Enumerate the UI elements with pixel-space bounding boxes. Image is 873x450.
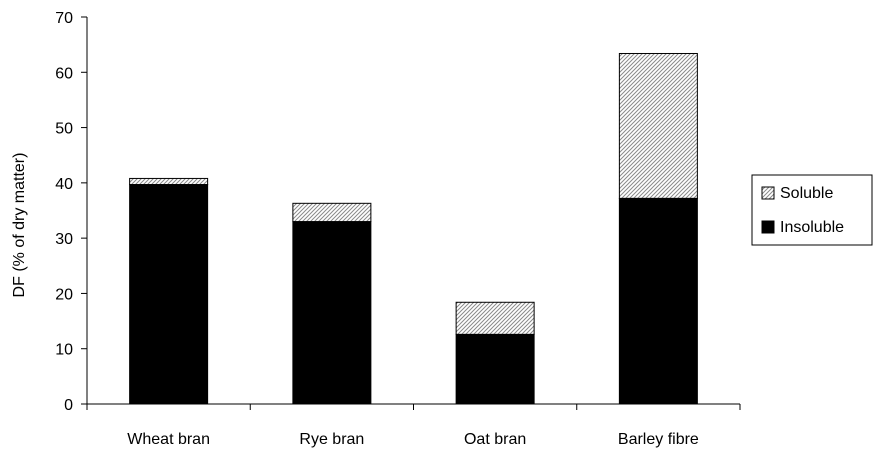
y-tick-label: 60 — [55, 65, 73, 82]
y-tick-label: 10 — [55, 342, 73, 359]
y-tick-label: 20 — [55, 286, 73, 303]
bar-barley-fibre-insoluble — [618, 197, 698, 405]
bar-rye-bran-soluble — [292, 202, 372, 223]
legend-swatch-insoluble — [761, 220, 775, 234]
bar-oat-bran-insoluble — [455, 333, 535, 405]
x-tick-label-oat-bran: Oat bran — [464, 431, 526, 448]
y-tick-label: 40 — [55, 176, 73, 193]
bars — [129, 52, 698, 405]
y-tick-label: 30 — [55, 231, 73, 248]
legend-label-insoluble: Insoluble — [780, 219, 844, 236]
legend: Soluble Insoluble — [751, 174, 873, 246]
bar-wheat-bran-soluble — [129, 177, 209, 186]
y-tick-label: 0 — [64, 397, 73, 414]
legend-label-soluble: Soluble — [780, 185, 833, 202]
y-tick-label: 70 — [55, 10, 73, 27]
y-ticks: 0 10 20 30 40 50 60 70 — [55, 10, 87, 414]
x-tick-label-barley-fibre: Barley fibre — [618, 431, 699, 448]
bar-oat-bran-soluble — [455, 301, 535, 335]
bar-barley-fibre-soluble — [618, 52, 698, 199]
legend-swatch-soluble — [761, 186, 775, 200]
y-tick-label: 50 — [55, 121, 73, 138]
y-axis-title: DF (% of dry matter) — [11, 153, 28, 298]
x-ticks: Wheat bran Rye bran Oat bran Barley fibre — [86, 404, 741, 448]
x-tick-label-rye-bran: Rye bran — [299, 431, 364, 448]
bar-rye-bran-insoluble — [292, 221, 372, 405]
bar-wheat-bran-insoluble — [129, 184, 209, 405]
x-tick-label-wheat-bran: Wheat bran — [127, 431, 210, 448]
